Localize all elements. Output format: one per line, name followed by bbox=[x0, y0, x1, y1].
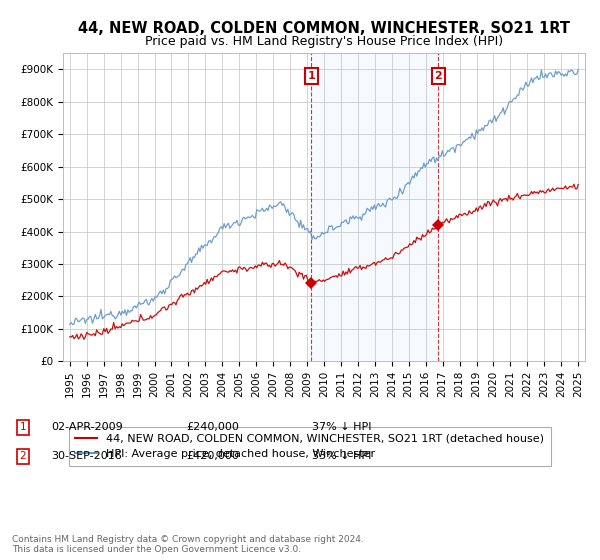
Text: 33% ↓ HPI: 33% ↓ HPI bbox=[312, 451, 371, 461]
Text: 44, NEW ROAD, COLDEN COMMON, WINCHESTER, SO21 1RT: 44, NEW ROAD, COLDEN COMMON, WINCHESTER,… bbox=[78, 21, 570, 36]
Text: 37% ↓ HPI: 37% ↓ HPI bbox=[312, 422, 371, 432]
Text: Price paid vs. HM Land Registry's House Price Index (HPI): Price paid vs. HM Land Registry's House … bbox=[145, 35, 503, 48]
Text: 30-SEP-2016: 30-SEP-2016 bbox=[51, 451, 122, 461]
Text: 1: 1 bbox=[19, 422, 26, 432]
Legend: 44, NEW ROAD, COLDEN COMMON, WINCHESTER, SO21 1RT (detached house), HPI: Average: 44, NEW ROAD, COLDEN COMMON, WINCHESTER,… bbox=[68, 427, 551, 466]
Text: 2: 2 bbox=[19, 451, 26, 461]
Text: 2: 2 bbox=[434, 71, 442, 81]
Text: Contains HM Land Registry data © Crown copyright and database right 2024.
This d: Contains HM Land Registry data © Crown c… bbox=[12, 535, 364, 554]
Text: 1: 1 bbox=[307, 71, 315, 81]
Text: £240,000: £240,000 bbox=[186, 422, 239, 432]
Text: £420,000: £420,000 bbox=[186, 451, 239, 461]
Text: 02-APR-2009: 02-APR-2009 bbox=[51, 422, 123, 432]
Bar bbox=[311, 53, 439, 361]
